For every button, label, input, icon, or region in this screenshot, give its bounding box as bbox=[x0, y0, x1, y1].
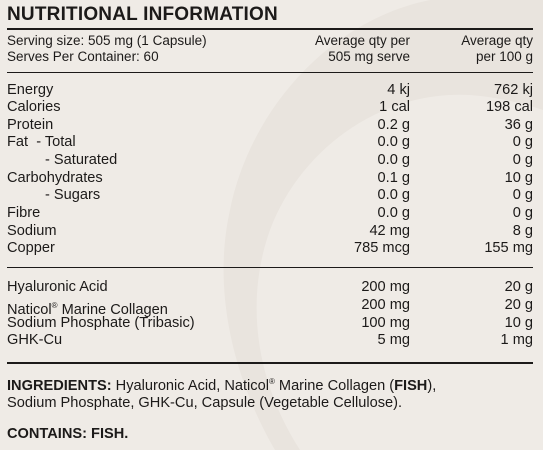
ingredients-text: ), bbox=[427, 378, 437, 394]
nutrient-label: Sodium bbox=[7, 223, 57, 239]
nutrient-per-100g: 155 mg bbox=[484, 240, 533, 256]
header-divider bbox=[7, 72, 533, 73]
nutrient-row: Fibre 0.0 g 0 g bbox=[7, 205, 533, 222]
nutrient-label: - Sugars bbox=[45, 187, 101, 203]
nutrient-per-100g: 8 g bbox=[512, 223, 533, 239]
nutrient-per-serve: 0.0 g bbox=[377, 134, 410, 150]
ingredients-heading: INGREDIENTS: bbox=[7, 378, 112, 394]
nutrients-divider bbox=[7, 267, 533, 268]
nutrient-label: Energy bbox=[7, 82, 54, 98]
active-row: Naticol® Marine Collagen 200 mg 20 g bbox=[7, 297, 533, 318]
nutrient-label: Copper bbox=[7, 240, 55, 256]
nutrient-per-serve: 0.0 g bbox=[377, 205, 410, 221]
nutrient-per-100g: 36 g bbox=[504, 117, 533, 133]
nutrient-row: Sodium 42 mg 8 g bbox=[7, 223, 533, 240]
nutrient-row: Copper 785 mcg 155 mg bbox=[7, 240, 533, 257]
nutrient-per-serve: 0.1 g bbox=[377, 170, 410, 186]
nutrient-per-serve: 4 kj bbox=[387, 82, 410, 98]
servings-per-container: Serves Per Container: 60 bbox=[7, 49, 159, 64]
nutrient-per-serve: 0.2 g bbox=[377, 117, 410, 133]
nutrient-label: Protein bbox=[7, 117, 54, 133]
active-per-100g: 1 mg bbox=[500, 332, 533, 348]
nutrient-row: Fat - Total 0.0 g 0 g bbox=[7, 134, 533, 151]
active-per-100g: 10 g bbox=[504, 315, 533, 331]
nutrient-row: Calories 1 cal 198 cal bbox=[7, 99, 533, 116]
ingredients-statement: INGREDIENTS: Hyaluronic Acid, Naticol® M… bbox=[7, 373, 533, 412]
column-header-per-serve: Average qty per 505 mg serve bbox=[315, 33, 410, 65]
nutrient-row: Carbohydrates 0.1 g 10 g bbox=[7, 170, 533, 187]
active-per-serve: 200 mg bbox=[361, 279, 410, 295]
active-label: GHK-Cu bbox=[7, 332, 63, 348]
registered-mark: ® bbox=[51, 301, 58, 310]
nutrient-per-100g: 762 kj bbox=[494, 82, 533, 98]
nutrient-per-100g: 0 g bbox=[512, 134, 533, 150]
nutrient-row: - Saturated 0.0 g 0 g bbox=[7, 152, 533, 169]
column-header-per-100g: Average qty per 100 g bbox=[461, 33, 533, 65]
nutrient-per-serve: 42 mg bbox=[369, 223, 410, 239]
nutrient-row: - Sugars 0.0 g 0 g bbox=[7, 187, 533, 204]
column-header-per-serve-line2: 505 mg serve bbox=[328, 49, 410, 64]
column-header-per-100g-line2: per 100 g bbox=[475, 49, 533, 64]
active-per-100g: 20 g bbox=[504, 297, 533, 313]
active-label: Hyaluronic Acid bbox=[7, 279, 108, 295]
column-header-per-100g-line1: Average qty bbox=[461, 33, 533, 48]
nutrient-label: Fat - Total bbox=[7, 134, 76, 150]
serving-info: Serving size: 505 mg (1 Capsule) Serves … bbox=[7, 33, 207, 65]
nutrient-per-100g: 0 g bbox=[512, 152, 533, 168]
allergen-statement: CONTAINS: FISH. bbox=[7, 426, 129, 442]
active-row: GHK-Cu 5 mg 1 mg bbox=[7, 332, 533, 349]
active-per-serve: 200 mg bbox=[361, 297, 410, 313]
nutrient-row: Protein 0.2 g 36 g bbox=[7, 117, 533, 134]
serving-size: Serving size: 505 mg (1 Capsule) bbox=[7, 33, 207, 48]
ingredients-line-2: Sodium Phosphate, GHK-Cu, Capsule (Veget… bbox=[7, 395, 403, 411]
active-row: Sodium Phosphate (Tribasic) 100 mg 10 g bbox=[7, 315, 533, 332]
ingredients-allergen: FISH bbox=[394, 378, 428, 394]
actives-divider bbox=[7, 362, 533, 364]
active-per-serve: 5 mg bbox=[377, 332, 410, 348]
nutrient-per-serve: 1 cal bbox=[379, 99, 410, 115]
nutrient-label: - Saturated bbox=[45, 152, 118, 168]
registered-mark: ® bbox=[268, 377, 275, 386]
title-divider bbox=[7, 28, 533, 30]
ingredients-text: Hyaluronic Acid, Naticol bbox=[111, 378, 269, 394]
nutrient-per-100g: 198 cal bbox=[485, 99, 533, 115]
nutrient-per-100g: 0 g bbox=[512, 187, 533, 203]
active-per-100g: 20 g bbox=[504, 279, 533, 295]
nutrient-per-serve: 0.0 g bbox=[377, 152, 410, 168]
nutrient-per-serve: 0.0 g bbox=[377, 187, 410, 203]
active-label: Sodium Phosphate (Tribasic) bbox=[7, 315, 195, 331]
nutrient-per-100g: 10 g bbox=[504, 170, 533, 186]
panel-title: NUTRITIONAL INFORMATION bbox=[7, 4, 278, 25]
nutrient-label: Calories bbox=[7, 99, 61, 115]
active-label-rest: Marine Collagen bbox=[57, 302, 168, 318]
active-label-brand: Naticol bbox=[7, 302, 52, 318]
ingredients-line-1: INGREDIENTS: Hyaluronic Acid, Naticol® M… bbox=[7, 373, 533, 395]
ingredients-text: Marine Collagen ( bbox=[274, 378, 395, 394]
nutrient-row: Energy 4 kj 762 kj bbox=[7, 82, 533, 99]
column-header-per-serve-line1: Average qty per bbox=[314, 33, 410, 48]
active-label: Naticol® Marine Collagen bbox=[7, 297, 168, 319]
nutrient-label: Fibre bbox=[7, 205, 41, 221]
nutrient-label: Carbohydrates bbox=[7, 170, 103, 186]
nutrient-per-100g: 0 g bbox=[512, 205, 533, 221]
nutrient-per-serve: 785 mcg bbox=[354, 240, 410, 256]
active-row: Hyaluronic Acid 200 mg 20 g bbox=[7, 279, 533, 296]
active-per-serve: 100 mg bbox=[361, 315, 410, 331]
